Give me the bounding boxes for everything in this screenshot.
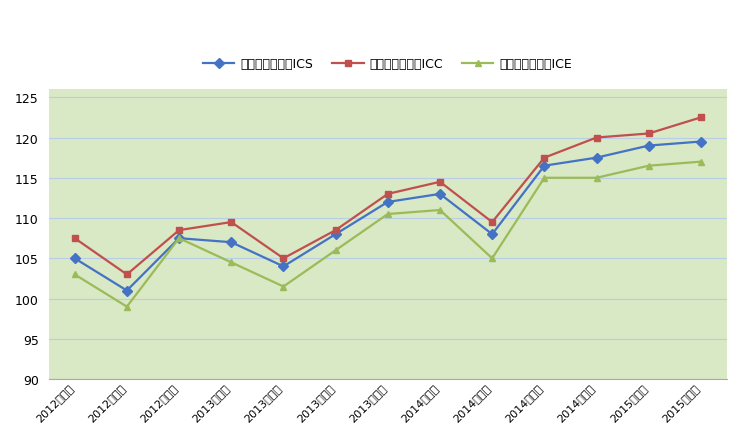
消费者信心指数ICS — [279, 264, 288, 269]
消费者信心指数ICS — [592, 155, 601, 161]
消费者信心指数ICS — [174, 236, 183, 241]
消费者预期指数ICE — [122, 304, 131, 310]
Line: 消费者信心指数ICS: 消费者信心指数ICS — [71, 139, 704, 294]
Legend: 消费者信心指数ICS, 消费者评价指数ICC, 消费者预期指数ICE: 消费者信心指数ICS, 消费者评价指数ICC, 消费者预期指数ICE — [198, 53, 577, 76]
消费者信心指数ICS — [487, 232, 496, 237]
消费者信心指数ICS — [540, 164, 549, 169]
消费者评价指数ICC — [436, 180, 444, 185]
消费者预期指数ICE — [487, 256, 496, 261]
Line: 消费者预期指数ICE: 消费者预期指数ICE — [71, 159, 704, 311]
消费者预期指数ICE — [644, 164, 653, 169]
消费者信心指数ICS — [384, 200, 393, 205]
消费者评价指数ICC — [174, 228, 183, 233]
消费者预期指数ICE — [540, 176, 549, 181]
消费者评价指数ICC — [592, 136, 601, 141]
消费者评价指数ICC — [644, 131, 653, 137]
消费者评价指数ICC — [70, 236, 79, 241]
消费者信心指数ICS — [697, 140, 706, 145]
消费者评价指数ICC — [331, 228, 340, 233]
消费者信心指数ICS — [644, 144, 653, 149]
消费者信心指数ICS — [436, 192, 444, 197]
消费者信心指数ICS — [331, 232, 340, 237]
消费者预期指数ICE — [592, 176, 601, 181]
消费者预期指数ICE — [227, 260, 236, 265]
消费者评价指数ICC — [227, 220, 236, 225]
消费者评价指数ICC — [122, 272, 131, 277]
消费者评价指数ICC — [697, 116, 706, 121]
消费者评价指数ICC — [279, 256, 288, 261]
消费者评价指数ICC — [384, 192, 393, 197]
消费者评价指数ICC — [540, 155, 549, 161]
消费者预期指数ICE — [384, 212, 393, 217]
消费者预期指数ICE — [70, 272, 79, 277]
消费者评价指数ICC — [487, 220, 496, 225]
消费者信心指数ICS — [70, 256, 79, 261]
消费者预期指数ICE — [279, 284, 288, 290]
Line: 消费者评价指数ICC: 消费者评价指数ICC — [71, 115, 704, 278]
消费者信心指数ICS — [227, 240, 236, 245]
消费者预期指数ICE — [174, 236, 183, 241]
消费者预期指数ICE — [436, 208, 444, 213]
消费者信心指数ICS — [122, 288, 131, 293]
消费者预期指数ICE — [331, 248, 340, 253]
消费者预期指数ICE — [697, 160, 706, 165]
